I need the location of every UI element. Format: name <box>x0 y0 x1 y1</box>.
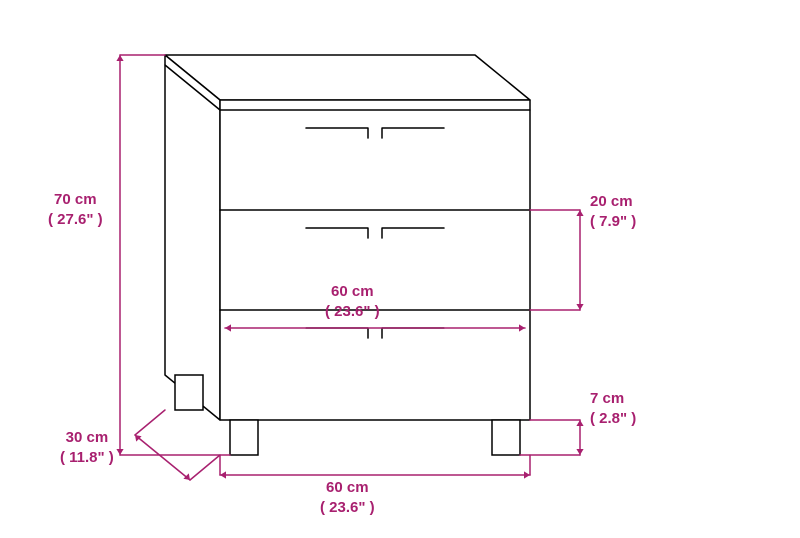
label-width-bottom: 60 cm ( 23.6" ) <box>320 478 375 517</box>
label-drawer-height: 20 cm ( 7.9" ) <box>590 192 636 231</box>
diagram-svg <box>0 0 800 533</box>
label-height-total: 70 cm ( 27.6" ) <box>48 190 103 229</box>
diagram-canvas: 70 cm ( 27.6" ) 30 cm ( 11.8" ) 60 cm ( … <box>0 0 800 533</box>
label-depth: 30 cm ( 11.8" ) <box>60 428 114 467</box>
label-leg-height: 7 cm ( 2.8" ) <box>590 389 636 428</box>
label-width-internal: 60 cm ( 23.6" ) <box>325 282 380 321</box>
